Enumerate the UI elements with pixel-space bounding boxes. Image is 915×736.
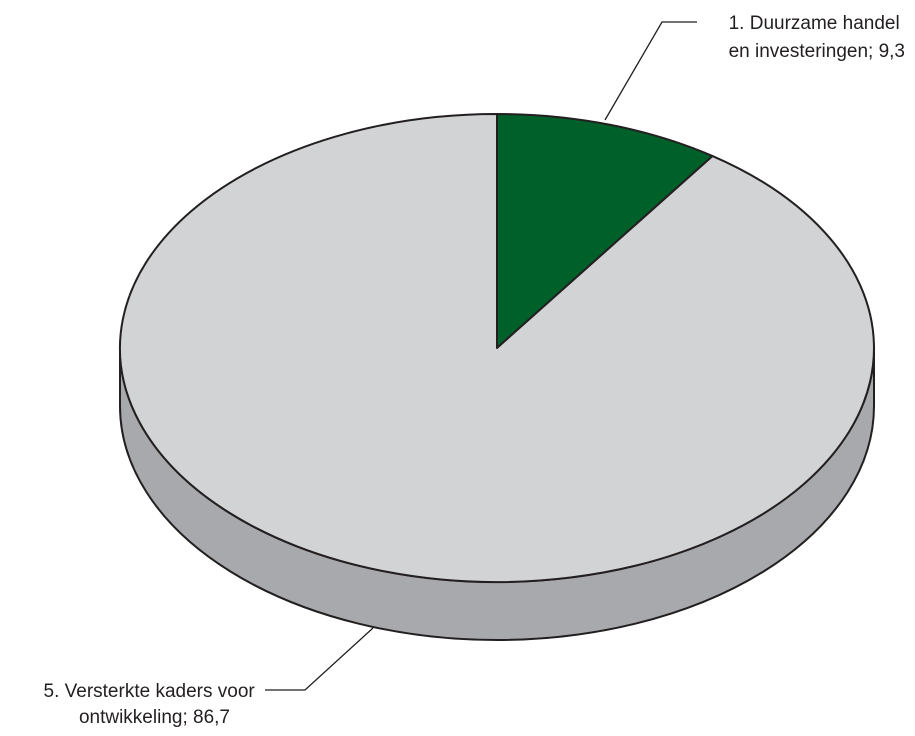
slice-label-2: 5. Versterkte kaders voor ontwikkeling; …	[44, 681, 261, 728]
leader-lines	[265, 21, 697, 691]
slice-labels: 1. Duurzame handel en investeringen; 9,3…	[44, 13, 906, 728]
leader-line-slice-2	[265, 627, 374, 691]
pie-top	[118, 113, 875, 583]
pie-slice-2	[118, 113, 875, 583]
pie-slice-1	[496, 113, 714, 349]
slice-label-1: 1. Duurzame handel en investeringen; 9,3	[729, 13, 905, 62]
leader-line-slice-1	[604, 21, 697, 121]
